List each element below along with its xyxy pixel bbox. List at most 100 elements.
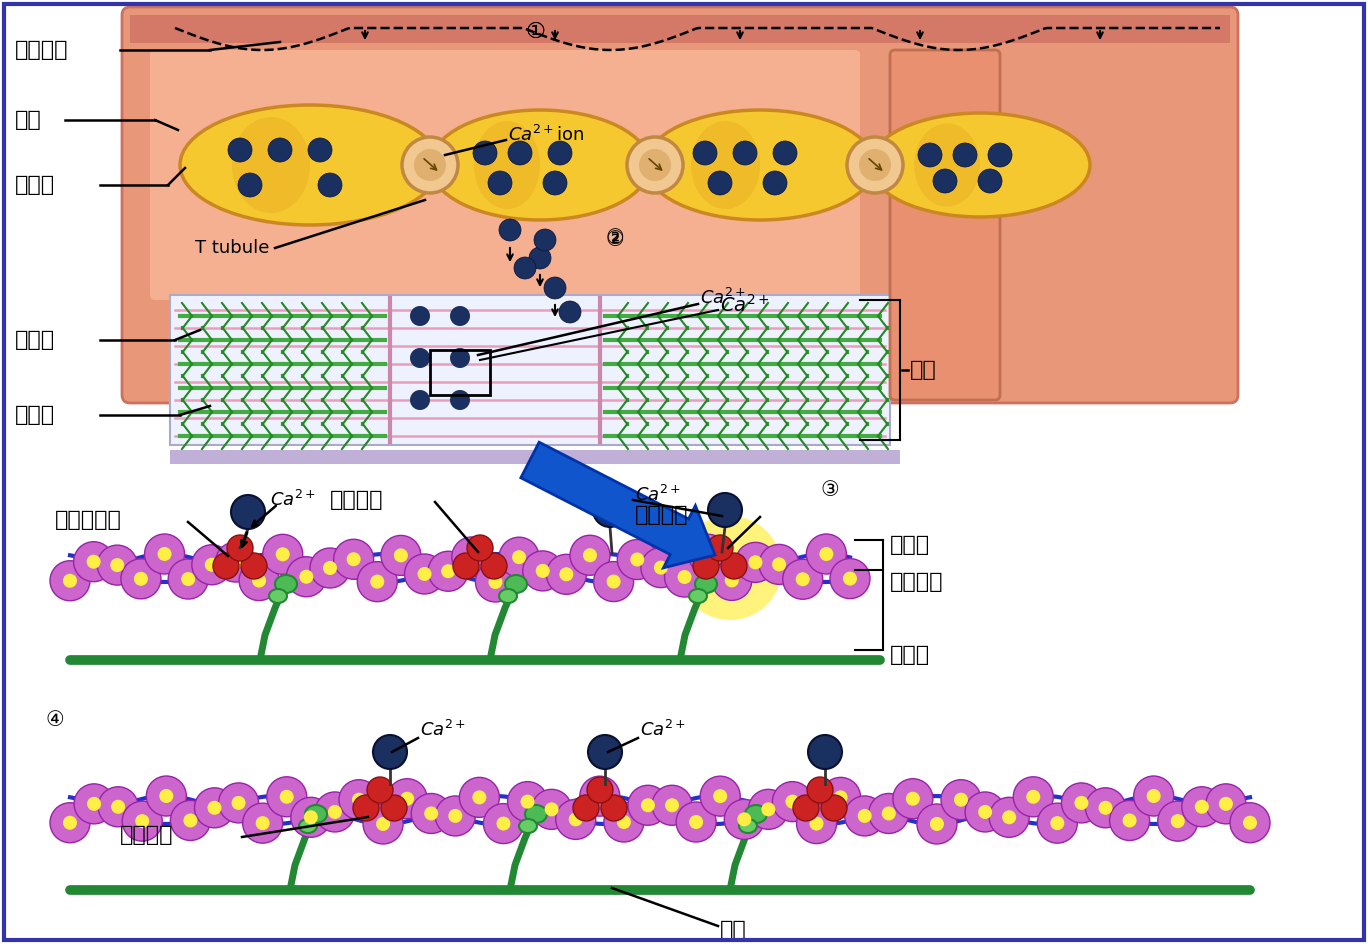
Circle shape bbox=[549, 141, 572, 165]
Circle shape bbox=[51, 802, 90, 843]
Text: $Ca^{2+}$ion: $Ca^{2+}$ion bbox=[508, 125, 584, 145]
Circle shape bbox=[631, 552, 644, 566]
Circle shape bbox=[171, 801, 211, 840]
Circle shape bbox=[1014, 777, 1053, 817]
Ellipse shape bbox=[914, 124, 979, 207]
Text: ②: ② bbox=[606, 228, 624, 248]
Circle shape bbox=[707, 535, 733, 561]
Circle shape bbox=[1207, 784, 1246, 824]
Ellipse shape bbox=[233, 117, 311, 213]
Circle shape bbox=[315, 792, 354, 832]
Circle shape bbox=[376, 817, 390, 831]
Circle shape bbox=[709, 493, 741, 527]
Circle shape bbox=[394, 548, 408, 563]
Circle shape bbox=[1003, 810, 1016, 824]
Circle shape bbox=[122, 801, 163, 841]
Circle shape bbox=[460, 777, 499, 818]
Ellipse shape bbox=[746, 805, 767, 823]
Circle shape bbox=[472, 790, 487, 804]
Circle shape bbox=[1146, 789, 1160, 803]
Circle shape bbox=[917, 804, 958, 844]
Circle shape bbox=[642, 799, 655, 812]
Circle shape bbox=[242, 803, 283, 843]
Circle shape bbox=[508, 141, 532, 165]
Circle shape bbox=[241, 553, 267, 579]
Circle shape bbox=[978, 805, 992, 819]
Circle shape bbox=[748, 789, 788, 830]
FancyBboxPatch shape bbox=[891, 50, 1000, 400]
Circle shape bbox=[869, 794, 908, 834]
Circle shape bbox=[410, 306, 430, 326]
Circle shape bbox=[733, 141, 757, 165]
Bar bbox=[130, 15, 1230, 43]
Circle shape bbox=[466, 535, 492, 561]
Circle shape bbox=[1157, 801, 1198, 841]
Circle shape bbox=[514, 257, 536, 279]
Circle shape bbox=[989, 798, 1029, 837]
Circle shape bbox=[543, 171, 566, 195]
Circle shape bbox=[642, 548, 681, 587]
Ellipse shape bbox=[505, 575, 527, 593]
Circle shape bbox=[1194, 800, 1209, 814]
Bar bbox=[430, 350, 490, 395]
Circle shape bbox=[451, 537, 492, 577]
Circle shape bbox=[724, 800, 765, 839]
Circle shape bbox=[573, 795, 599, 821]
Circle shape bbox=[208, 801, 222, 815]
Circle shape bbox=[941, 780, 981, 819]
Circle shape bbox=[536, 564, 550, 578]
Circle shape bbox=[1099, 801, 1112, 815]
Circle shape bbox=[1182, 786, 1222, 827]
Circle shape bbox=[508, 782, 547, 821]
Circle shape bbox=[363, 804, 404, 844]
Circle shape bbox=[465, 550, 479, 564]
Circle shape bbox=[239, 561, 279, 600]
Circle shape bbox=[63, 816, 77, 830]
Circle shape bbox=[1244, 816, 1257, 830]
Circle shape bbox=[796, 803, 836, 844]
Circle shape bbox=[499, 537, 539, 577]
Circle shape bbox=[555, 800, 595, 839]
Circle shape bbox=[442, 565, 456, 579]
Circle shape bbox=[694, 553, 720, 579]
Circle shape bbox=[135, 814, 149, 828]
Circle shape bbox=[1051, 817, 1064, 830]
Circle shape bbox=[773, 782, 813, 821]
Circle shape bbox=[435, 796, 475, 836]
Circle shape bbox=[721, 553, 747, 579]
Text: $Ca^{2+}$: $Ca^{2+}$ bbox=[269, 490, 316, 510]
Circle shape bbox=[830, 559, 870, 598]
Circle shape bbox=[978, 169, 1001, 193]
Bar bbox=[170, 450, 900, 464]
Ellipse shape bbox=[689, 589, 707, 603]
Circle shape bbox=[694, 141, 717, 165]
Circle shape bbox=[933, 169, 958, 193]
Circle shape bbox=[497, 817, 510, 831]
Circle shape bbox=[483, 803, 524, 844]
Ellipse shape bbox=[870, 113, 1090, 217]
Circle shape bbox=[267, 777, 306, 817]
Circle shape bbox=[810, 817, 824, 831]
Circle shape bbox=[334, 539, 373, 580]
Circle shape bbox=[238, 173, 263, 197]
Bar bbox=[170, 295, 891, 445]
Text: 动作电位: 动作电位 bbox=[15, 40, 68, 60]
Circle shape bbox=[592, 789, 607, 803]
Circle shape bbox=[725, 573, 739, 587]
Circle shape bbox=[700, 776, 740, 817]
Circle shape bbox=[679, 516, 782, 620]
Text: 肌浆网: 肌浆网 bbox=[15, 175, 55, 195]
Circle shape bbox=[570, 535, 610, 575]
Circle shape bbox=[424, 806, 438, 820]
Circle shape bbox=[450, 390, 471, 410]
Circle shape bbox=[1037, 803, 1078, 843]
Circle shape bbox=[111, 558, 124, 572]
Circle shape bbox=[181, 572, 196, 586]
Circle shape bbox=[617, 815, 631, 829]
Circle shape bbox=[785, 795, 799, 809]
Circle shape bbox=[1171, 814, 1185, 828]
Text: 肌膜: 肌膜 bbox=[15, 110, 42, 130]
Circle shape bbox=[587, 777, 613, 803]
Circle shape bbox=[410, 390, 430, 410]
Circle shape bbox=[279, 790, 294, 803]
